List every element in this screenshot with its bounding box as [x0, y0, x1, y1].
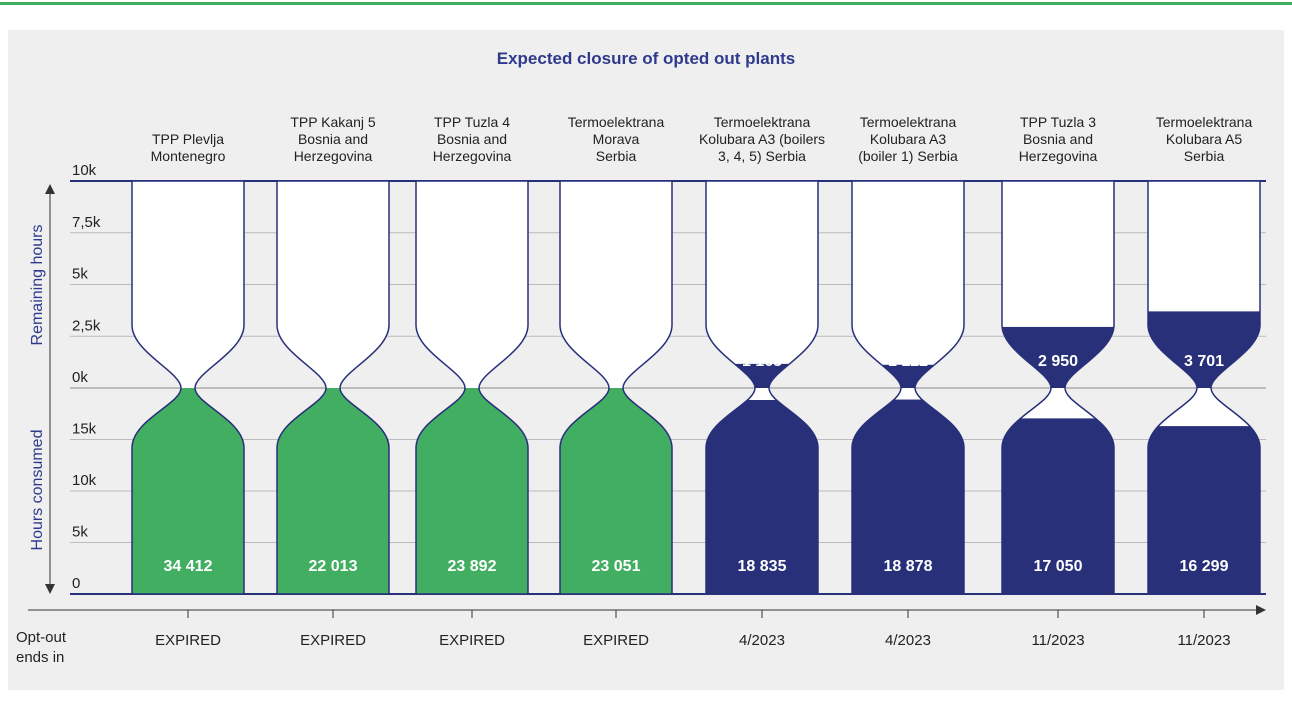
category-label: TPP Kakanj 5 Bosnia and Herzegovina — [290, 114, 376, 164]
consumed-label: 23 051 — [592, 558, 641, 575]
lower-half — [416, 388, 528, 594]
lower-region — [560, 388, 672, 594]
category-label: Termoelektrana Morava Serbia — [567, 114, 665, 164]
hourglass-outline — [415, 180, 529, 595]
category-label: Termoelektrana Kolubara A3 (boiler 1) Se… — [858, 114, 958, 164]
lower-half — [560, 388, 672, 594]
lower-region — [1002, 418, 1114, 594]
opt-out-label: 4/2023 — [885, 632, 931, 649]
lower-region — [416, 388, 528, 594]
hourglass-outline — [559, 180, 673, 595]
axis-arrow — [45, 184, 55, 194]
y-tick-label: 2,5k — [72, 317, 101, 334]
consumed-label: 23 892 — [448, 558, 497, 575]
y2-axis-label: Hours consumed — [29, 430, 46, 551]
y-tick-label: 5k — [72, 524, 88, 541]
hourglass-outline — [131, 180, 245, 595]
lower-region — [132, 388, 244, 594]
y-tick-label: 7,5k — [72, 214, 101, 231]
hourglass-outline — [276, 180, 390, 595]
remaining-label: 2 950 — [1038, 353, 1078, 370]
remaining-label: 1 122 — [888, 353, 928, 370]
lower-half — [706, 399, 818, 594]
lower-half — [1002, 418, 1114, 594]
consumed-fill — [1148, 426, 1260, 594]
y-tick-label: 10k — [72, 472, 97, 489]
consumed-fill — [706, 399, 818, 594]
axis-arrow — [45, 584, 55, 594]
lower-half — [277, 388, 389, 594]
lower-half — [852, 399, 964, 594]
hourglass-outline — [705, 180, 819, 595]
lower-region — [706, 399, 818, 594]
consumed-fill — [560, 388, 672, 594]
lower-region — [1148, 426, 1260, 594]
opt-out-label: EXPIRED — [155, 632, 221, 649]
category-label: TPP Tuzla 3 Bosnia and Herzegovina — [1018, 114, 1098, 164]
consumed-label: 17 050 — [1034, 558, 1083, 575]
y-tick-label: 10k — [72, 162, 97, 179]
consumed-fill — [277, 388, 389, 594]
hourglass-outline — [851, 180, 965, 595]
lower-half — [1148, 426, 1260, 594]
y-tick-label: 0 — [72, 575, 80, 592]
hourglass-outline — [1147, 180, 1261, 595]
y-axis-label: Remaining hours — [29, 225, 46, 346]
remaining-label: 1 165 — [742, 353, 782, 370]
hourglass-outline — [1001, 180, 1115, 595]
consumed-fill — [416, 388, 528, 594]
top-rule — [0, 2, 1292, 5]
axis-arrow — [1256, 605, 1266, 615]
consumed-label: 34 412 — [164, 558, 213, 575]
opt-out-label: 11/2023 — [1177, 632, 1230, 649]
y-tick-label: 15k — [72, 421, 97, 438]
category-label: TPP Tuzla 4 Bosnia and Herzegovina — [432, 114, 512, 164]
opt-out-label: EXPIRED — [583, 632, 649, 649]
lower-region — [277, 388, 389, 594]
lower-half — [132, 388, 244, 594]
opt-out-label: 11/2023 — [1031, 632, 1084, 649]
category-label: Termoelektrana Kolubara A5 Serbia — [1155, 114, 1253, 164]
consumed-fill — [852, 399, 964, 594]
consumed-label: 18 835 — [738, 558, 787, 575]
consumed-label: 18 878 — [884, 558, 933, 575]
consumed-label: 16 299 — [1180, 558, 1229, 575]
chart-title: Expected closure of opted out plants — [497, 49, 795, 68]
y-tick-label: 5k — [72, 266, 88, 283]
lower-region — [852, 399, 964, 594]
remaining-label: 3 701 — [1184, 353, 1224, 370]
category-label: TPP Plevlja Montenegro — [150, 131, 226, 164]
opt-out-label: 4/2023 — [739, 632, 785, 649]
x-axis-label: Opt-out ends in — [16, 629, 67, 666]
y-tick-label: 0k — [72, 369, 88, 386]
consumed-fill — [1002, 418, 1114, 594]
opt-out-label: EXPIRED — [439, 632, 505, 649]
consumed-label: 22 013 — [309, 558, 358, 575]
category-label: Termoelektrana Kolubara A3 (boilers 3, 4… — [698, 114, 826, 164]
opt-out-label: EXPIRED — [300, 632, 366, 649]
consumed-fill — [132, 388, 244, 594]
